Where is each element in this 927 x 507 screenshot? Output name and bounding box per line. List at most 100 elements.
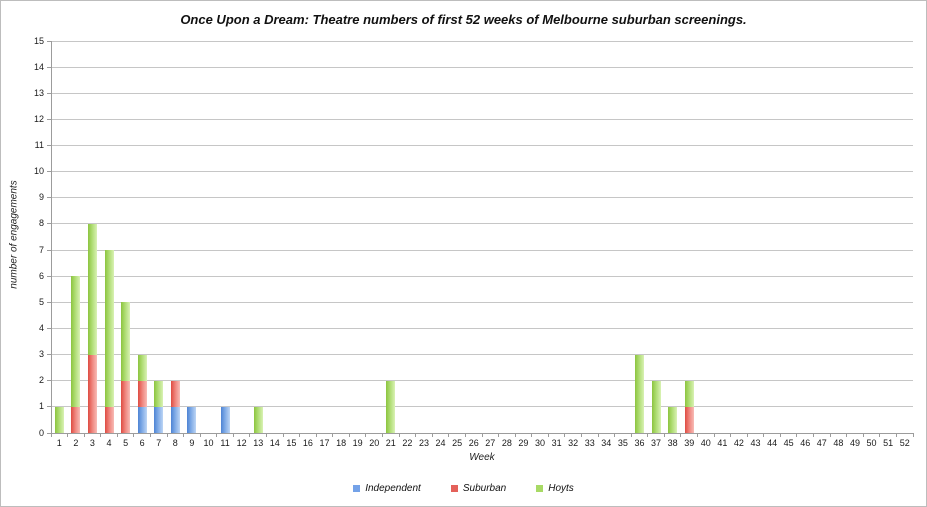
x-tick-mark: [315, 433, 317, 437]
x-tick-mark: [67, 433, 69, 437]
bar-segment-hoyts: [684, 380, 694, 407]
bar-segment-hoyts: [668, 406, 678, 433]
y-tick-label: 3: [38, 349, 44, 360]
x-tick-mark: [232, 433, 234, 437]
x-tick-label: 29: [518, 438, 529, 448]
legend-swatch-independent: [353, 485, 361, 492]
x-tick-label: 46: [800, 438, 811, 448]
bar-segment-independent: [154, 406, 164, 433]
x-tick-mark: [514, 433, 516, 437]
x-tick-label: 28: [501, 438, 512, 448]
legend-label-suburban: Suburban: [462, 483, 507, 494]
x-tick-mark: [299, 433, 301, 437]
y-axis-line: [50, 41, 52, 433]
x-tick-label: 30: [535, 438, 546, 448]
y-tick-mark: [47, 145, 51, 147]
gridline: [51, 223, 913, 225]
y-tick-mark: [47, 380, 51, 382]
gridline: [51, 66, 913, 68]
bar-segment-independent: [220, 406, 230, 433]
x-tick-mark: [83, 433, 85, 437]
x-tick-label: 48: [833, 438, 844, 448]
x-tick-label: 51: [883, 438, 894, 448]
x-tick-mark: [829, 433, 831, 437]
x-tick-label: 4: [106, 438, 112, 448]
y-tick-label: 8: [38, 218, 44, 229]
x-tick-label: 12: [236, 438, 247, 448]
x-tick-label: 19: [352, 438, 363, 448]
y-tick-mark: [47, 406, 51, 408]
x-tick-mark: [365, 433, 367, 437]
gridline: [51, 171, 913, 173]
y-tick-label: 0: [38, 427, 44, 438]
x-tick-label: 35: [617, 438, 628, 448]
x-tick-mark: [614, 433, 616, 437]
gridline: [51, 354, 913, 356]
x-tick-label: 2: [73, 438, 79, 448]
y-tick-mark: [47, 327, 51, 329]
x-tick-mark: [663, 433, 665, 437]
chart-title: Once Upon a Dream: Theatre numbers of fi…: [180, 12, 747, 27]
bar-segment-suburban: [71, 406, 81, 433]
x-tick-mark: [249, 433, 251, 437]
gridline: [51, 40, 913, 42]
x-tick-label: 27: [485, 438, 496, 448]
x-tick-mark: [531, 433, 533, 437]
x-tick-mark: [647, 433, 649, 437]
x-tick-label: 50: [866, 438, 877, 448]
x-tick-label: 15: [286, 438, 297, 448]
x-tick-mark: [116, 433, 118, 437]
x-tick-label: 26: [468, 438, 479, 448]
bar-segment-suburban: [87, 354, 97, 433]
x-tick-mark: [680, 433, 682, 437]
x-tick-mark: [100, 433, 102, 437]
y-tick-mark: [47, 118, 51, 120]
x-tick-mark: [597, 433, 599, 437]
x-tick-mark: [199, 433, 201, 437]
x-tick-label: 6: [139, 438, 145, 448]
x-tick-label: 1: [56, 438, 62, 448]
y-tick-mark: [47, 92, 51, 94]
bar-segment-suburban: [684, 406, 694, 433]
x-tick-mark: [580, 433, 582, 437]
y-tick-mark: [47, 171, 51, 173]
x-tick-label: 37: [651, 438, 662, 448]
x-tick-label: 14: [269, 438, 280, 448]
bar-segment-hoyts: [71, 276, 81, 407]
x-tick-mark: [398, 433, 400, 437]
x-tick-label: 8: [172, 438, 178, 448]
gridline: [51, 275, 913, 277]
x-tick-mark: [149, 433, 151, 437]
x-tick-mark: [697, 433, 698, 437]
x-tick-mark: [713, 433, 715, 437]
x-tick-mark: [564, 433, 566, 437]
bar-segment-independent: [187, 406, 197, 433]
bar-segment-hoyts: [137, 354, 147, 381]
legend-item-suburban: Suburban: [450, 483, 507, 494]
bar-segment-suburban: [121, 380, 131, 433]
x-tick-label: 33: [584, 438, 595, 448]
x-tick-label: 52: [899, 438, 910, 448]
x-tick-label: 34: [601, 438, 612, 448]
x-tick-mark: [133, 433, 135, 437]
x-tick-label: 47: [816, 438, 827, 448]
gridline: [51, 406, 913, 408]
bar-segment-hoyts: [651, 380, 661, 433]
x-tick-label: 25: [452, 438, 463, 448]
x-tick-label: 22: [402, 438, 413, 448]
x-axis-title: Week: [469, 452, 495, 463]
bar-segment-hoyts: [54, 406, 64, 433]
y-tick-mark: [47, 301, 51, 303]
y-tick-label: 15: [33, 35, 44, 46]
x-tick-label: 45: [783, 438, 794, 448]
bar-segment-independent: [170, 406, 180, 433]
y-tick-label: 10: [33, 166, 44, 177]
x-tick-label: 40: [700, 438, 711, 448]
bar-segment-suburban: [104, 406, 114, 433]
gridline: [51, 118, 913, 120]
x-tick-mark: [448, 433, 450, 437]
legend-label-independent: Independent: [365, 483, 421, 494]
y-tick-label: 9: [38, 192, 44, 203]
